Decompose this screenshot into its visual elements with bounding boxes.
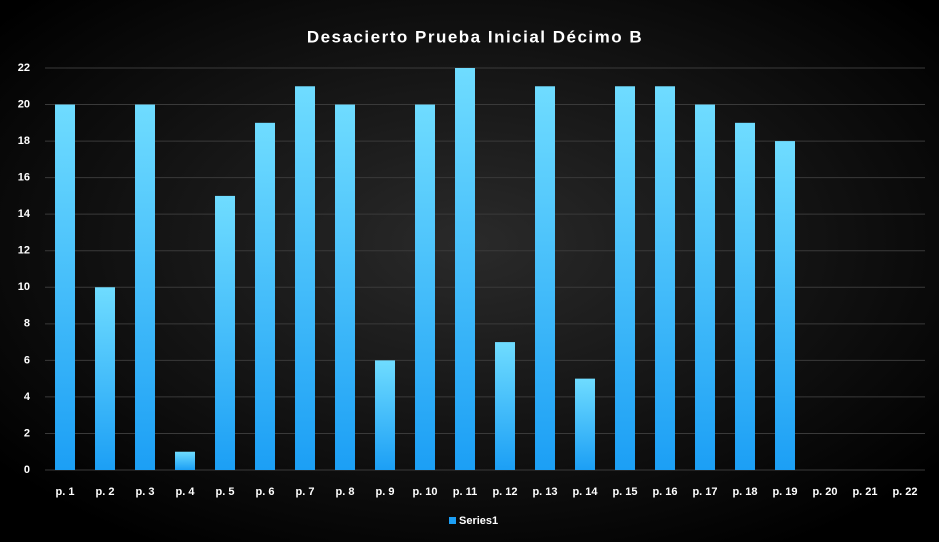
bar xyxy=(695,104,715,470)
x-tick-label: p. 9 xyxy=(376,486,395,498)
x-tick-label: p. 4 xyxy=(176,486,196,498)
bar xyxy=(255,122,275,471)
x-tick-label: p. 15 xyxy=(612,486,637,498)
x-tick-label: p. 8 xyxy=(336,486,355,498)
bar xyxy=(735,122,755,471)
bar xyxy=(575,378,595,470)
x-tick-label: p. 14 xyxy=(572,486,598,498)
y-tick-label: 14 xyxy=(18,208,31,220)
chart-title: Desacierto Prueba Inicial Décimo B xyxy=(307,27,643,46)
y-tick-label: 18 xyxy=(18,135,30,147)
bar xyxy=(175,451,195,470)
y-tick-label: 0 xyxy=(24,464,30,476)
y-tick-label: 20 xyxy=(18,98,30,110)
legend-swatch xyxy=(449,517,456,524)
x-tick-label: p. 1 xyxy=(56,486,75,498)
x-tick-label: p. 2 xyxy=(96,486,115,498)
x-tick-label: p. 7 xyxy=(296,486,315,498)
bar xyxy=(655,86,675,470)
bar xyxy=(335,104,355,470)
bar xyxy=(295,86,315,470)
y-tick-label: 6 xyxy=(24,354,30,366)
bar xyxy=(455,68,475,470)
x-tick-label: p. 10 xyxy=(412,486,437,498)
bar xyxy=(95,287,115,470)
x-tick-label: p. 6 xyxy=(256,486,275,498)
bar xyxy=(495,342,515,470)
y-tick-label: 22 xyxy=(18,62,30,74)
y-tick-label: 12 xyxy=(18,245,30,257)
x-tick-label: p. 5 xyxy=(216,486,235,498)
x-tick-label: p. 20 xyxy=(812,486,837,498)
y-tick-label: 10 xyxy=(18,281,30,293)
x-tick-label: p. 17 xyxy=(692,486,717,498)
bar xyxy=(615,86,635,470)
y-tick-label: 4 xyxy=(24,391,31,403)
y-tick-label: 2 xyxy=(24,427,30,439)
bar xyxy=(775,141,795,470)
bar xyxy=(55,104,75,470)
x-tick-label: p. 12 xyxy=(492,486,517,498)
legend-label: Series1 xyxy=(459,515,498,527)
x-tick-label: p. 13 xyxy=(532,486,557,498)
bar xyxy=(535,86,555,470)
bar xyxy=(135,104,155,470)
bar xyxy=(375,360,395,470)
x-tick-label: p. 21 xyxy=(852,486,877,498)
x-tick-label: p. 18 xyxy=(732,486,757,498)
x-tick-label: p. 3 xyxy=(136,486,155,498)
y-tick-label: 8 xyxy=(24,318,30,330)
x-tick-label: p. 16 xyxy=(652,486,677,498)
bar xyxy=(415,104,435,470)
x-tick-label: p. 19 xyxy=(772,486,797,498)
x-tick-label: p. 11 xyxy=(453,486,477,498)
y-tick-label: 16 xyxy=(18,172,30,184)
bar xyxy=(215,195,235,470)
x-tick-label: p. 22 xyxy=(892,486,917,498)
